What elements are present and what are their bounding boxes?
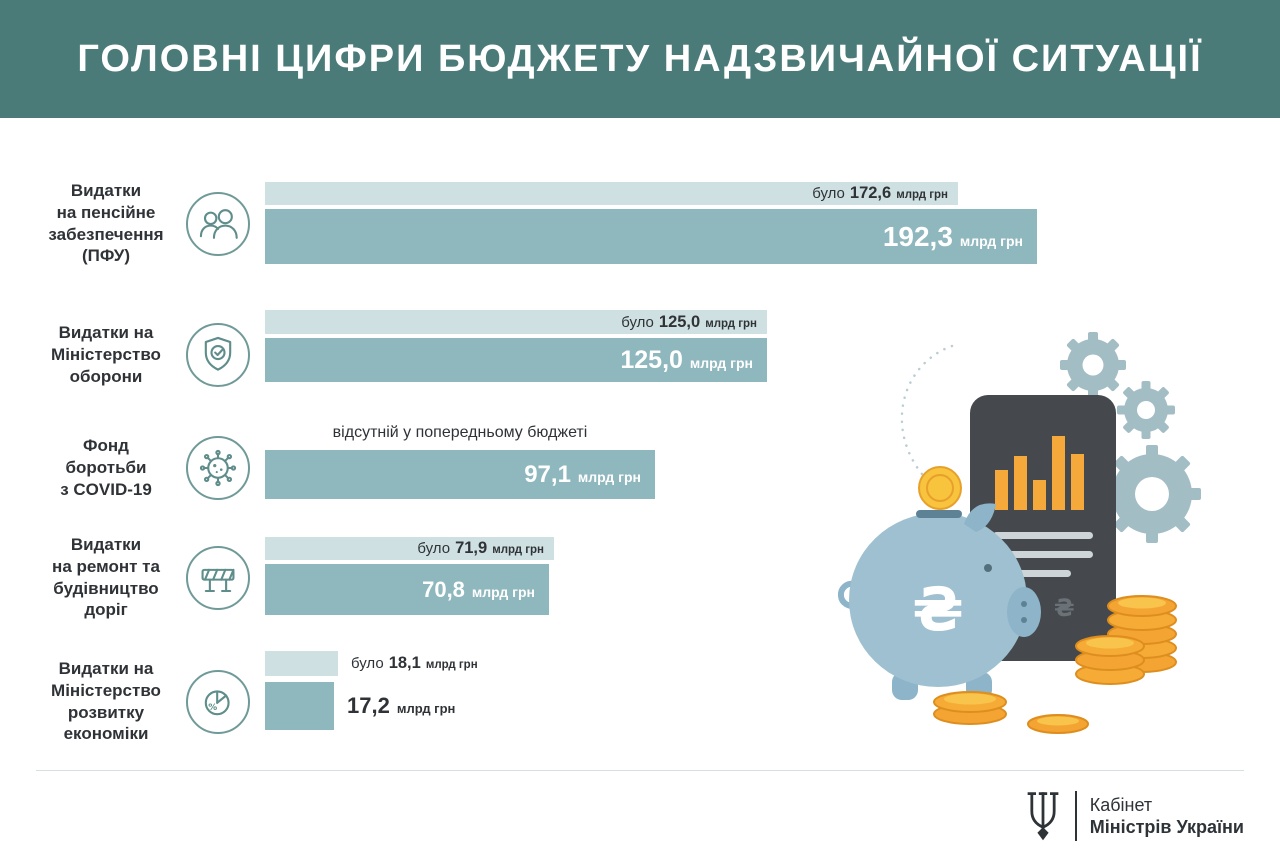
row-label-covid: Фонд боротьби з COVID-19 [60,436,152,499]
bar-covid-now: 97,1 млрд грн [265,450,655,499]
logo-divider-line [1074,791,1077,841]
bar-roads-now: 70,8 млрд грн [265,564,549,615]
org-name-line1: Кабінет [1089,795,1153,815]
bar-now-label: 97,1 млрд грн [524,460,641,488]
covid-absent-note: відсутній у попередньому бюджеті [332,424,588,441]
bar-defense-now: 125,0 млрд грн [265,338,767,382]
coin-slot [916,510,962,518]
bar-now-label: 125,0 млрд грн [620,345,753,374]
shield-check-icon [186,323,250,387]
bar-fill-light [265,651,338,676]
piggy-bank-icon: ₴ [837,466,1041,700]
bar-now-label: 192,3 млрд грн [882,220,1023,252]
bar-economy-was: було 18,1 млрд грн [265,651,478,676]
piggy-eye [984,564,992,572]
bar-economy-now: 17,2 млрд грн [265,682,455,730]
coin-icon [918,466,962,510]
gear-icon [1103,445,1201,543]
virus-icon [186,436,250,500]
phone-bar-chart [995,436,1084,510]
bar-fill-dark: 97,1 млрд грн [265,450,655,499]
page-title: ГОЛОВНІ ЦИФРИ БЮДЖЕТУ НАДЗВИЧАЙНОЇ СИТУА… [77,37,1203,80]
bar-fill-dark: 125,0 млрд грн [265,338,767,382]
svg-text:%: % [208,703,217,713]
dotted-string-decoration [900,344,954,494]
gear-icon [1060,332,1126,398]
bar-fill-dark: 192,3 млрд грн [265,209,1037,264]
tryzub-icon [1027,792,1059,841]
coin-stack-icon [1075,595,1177,685]
hryvnia-symbol-large: ₴ [912,575,964,645]
bar-was-label: було 18,1 млрд грн [351,654,478,672]
bar-was-label: було 172,6 млрд грн [812,184,948,202]
budget-illustration: ₴ ₴ [837,332,1201,734]
pensioners-icon [186,192,250,256]
bar-now-label: 17,2 млрд грн [347,693,456,718]
bar-fill-light: було 71,9 млрд грн [265,537,554,560]
piggy-snout [1007,587,1041,637]
coins-front-icon [933,691,1089,734]
hryvnia-symbol-small: ₴ [1054,594,1075,622]
header-banner: ГОЛОВНІ ЦИФРИ БЮДЖЕТУ НАДЗВИЧАЙНОЇ СИТУА… [0,0,1280,118]
gear-icon [1117,381,1175,439]
footer-divider [36,770,1244,771]
road-barrier-icon [186,546,250,610]
row-label-pensions: Видатки на пенсійне забезпечення (ПФУ) [48,181,164,266]
org-name-line2: Міністрів України [1089,817,1244,837]
bar-pensions-was: було 172,6 млрд грн [265,182,958,205]
bar-roads-was: було 71,9 млрд грн [265,537,554,560]
bar-now-label: 70,8 млрд грн [422,576,535,602]
bar-defense-was: було 125,0 млрд грн [265,310,767,334]
piggy-ear [964,503,996,532]
bar-fill-light: було 172,6 млрд грн [265,182,958,205]
bar-fill-dark: 70,8 млрд грн [265,564,549,615]
row-label-roads: Видатки на ремонт та будівництво доріг [52,535,160,620]
pie-percent-icon: % [186,670,250,734]
row-label-economy: Видатки на Міністерство розвитку економі… [51,659,161,744]
row-label-defense: Видатки на Міністерство оборони [51,323,161,386]
org-name: Кабінет Міністрів України [1090,794,1244,838]
bar-was-label: було 71,9 млрд грн [417,539,544,557]
cabinet-of-ministers-logo: Кабінет Міністрів України [1024,789,1244,843]
bar-fill-dark [265,682,334,730]
bar-fill-light: було 125,0 млрд грн [265,310,767,334]
bar-pensions-now: 192,3 млрд грн [265,209,1037,264]
bar-was-label: було 125,0 млрд грн [621,312,757,331]
